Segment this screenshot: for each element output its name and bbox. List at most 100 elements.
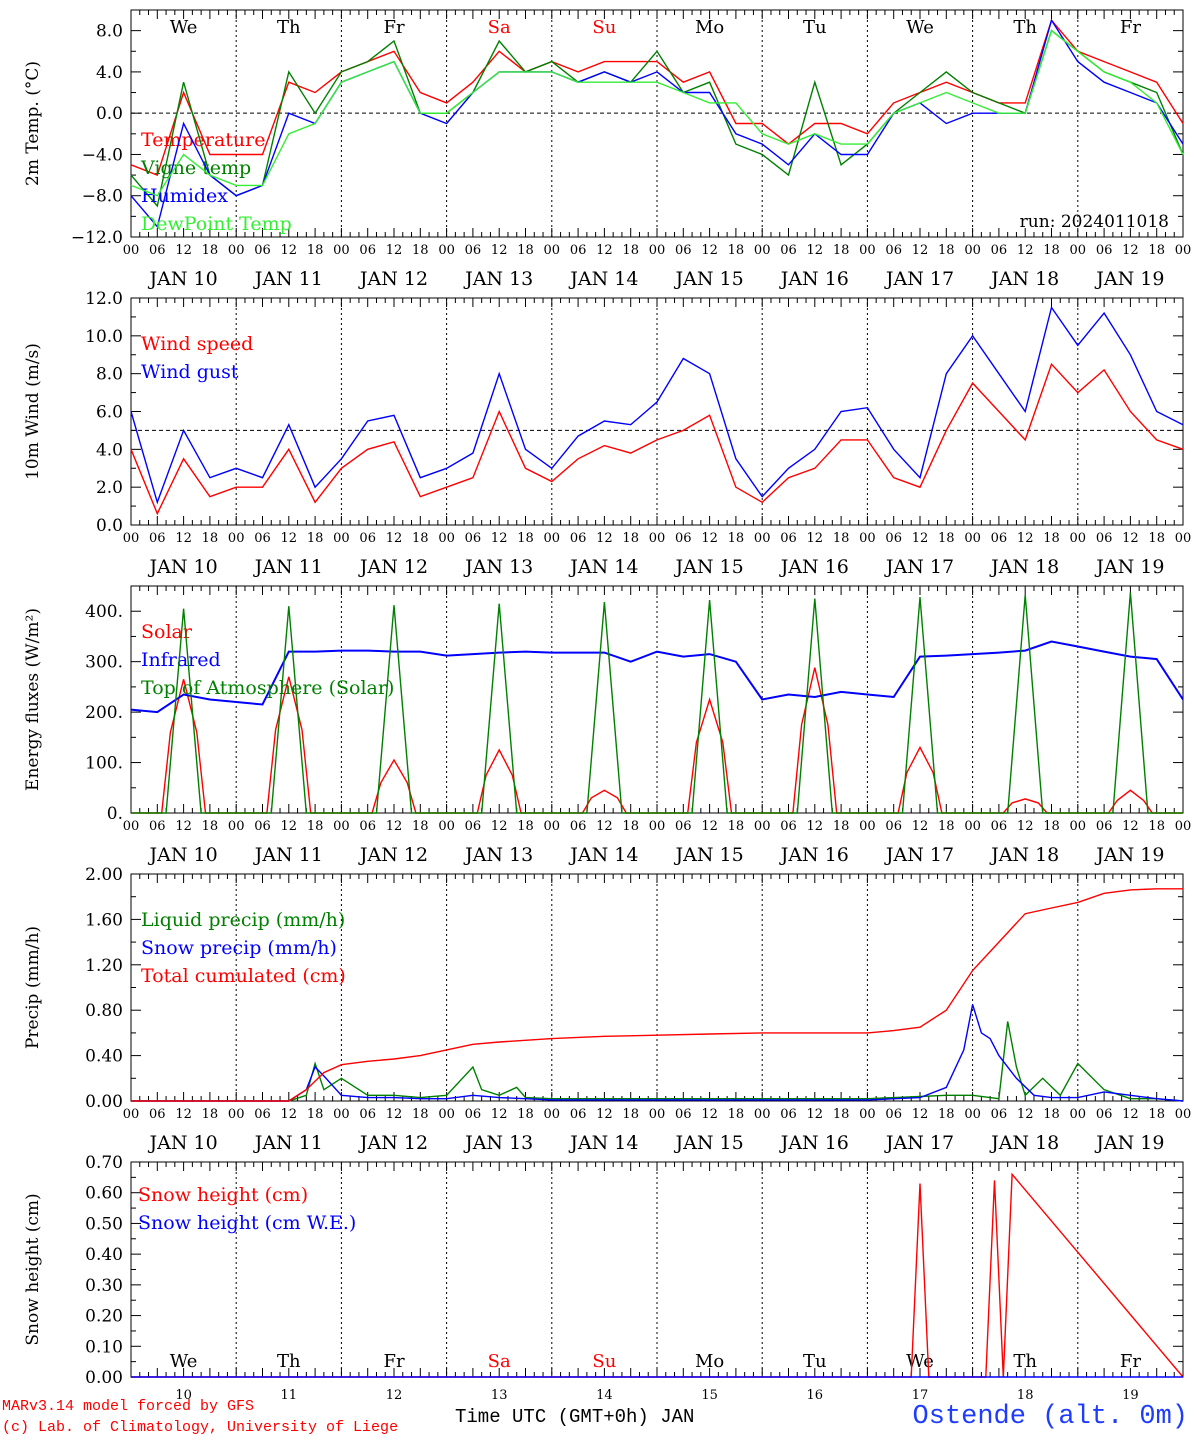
legend-solar: Solar (141, 621, 193, 643)
hour-label: 18 (728, 531, 745, 546)
series-line-temperature (130, 18, 1184, 177)
hour-label: 06 (149, 531, 166, 546)
hour-label: 18 (412, 243, 429, 258)
hour-label: 06 (675, 531, 692, 546)
hour-label: 00 (228, 243, 245, 258)
hour-label: 00 (1070, 1107, 1087, 1122)
date-label: JAN 16 (779, 268, 849, 290)
y-tick-label: 300. (85, 653, 123, 673)
hour-label: 00 (964, 531, 981, 546)
hour-label: 00 (1070, 819, 1087, 834)
hour-label: 00 (1175, 531, 1192, 546)
y-tick-label: 200. (85, 703, 123, 723)
date-label: JAN 12 (358, 844, 428, 866)
hour-label: 00 (1070, 243, 1087, 258)
weekday-label: Fr (1120, 17, 1141, 38)
date-label: JAN 15 (674, 556, 744, 578)
hour-label: 12 (1017, 1107, 1034, 1122)
legend-snow-precip-mm-h: Snow precip (mm/h) (141, 937, 337, 959)
lab-credit: (c) Lab. of Climatology, University of L… (2, 1419, 399, 1436)
weekday-label: Mo (695, 17, 724, 38)
date-label: JAN 13 (463, 556, 533, 578)
y-tick-label: 0.20 (85, 1307, 123, 1327)
legend-humidex: Humidex (141, 185, 228, 207)
hour-label: 12 (386, 243, 403, 258)
hour-label: 06 (465, 1107, 482, 1122)
hour-label: 18 (412, 1107, 429, 1122)
hour-label: 18 (728, 1107, 745, 1122)
legend-top-of-atmosphere-solar: Top of Atmosphere (Solar) (141, 677, 394, 699)
hour-label: 00 (964, 819, 981, 834)
hour-label: 18 (728, 819, 745, 834)
hour-label: 06 (991, 531, 1008, 546)
hour-label: 00 (438, 819, 455, 834)
hour-label: 18 (202, 1107, 219, 1122)
hour-label: 12 (701, 1107, 718, 1122)
hour-label: 06 (780, 1107, 797, 1122)
y-tick-label: −4.0 (82, 145, 123, 165)
hour-label: 06 (1096, 531, 1113, 546)
day-number-label: 14 (596, 1388, 613, 1403)
hour-label: 12 (1122, 819, 1139, 834)
weekday-label: We (170, 1351, 198, 1372)
y-tick-label: 0.00 (85, 1092, 123, 1112)
y-tick-label: 0.30 (85, 1276, 123, 1296)
plot-frame (130, 9, 1184, 238)
hour-label: 06 (675, 1107, 692, 1122)
series-line-vigne-temp (130, 29, 1184, 208)
series-line-infrared (130, 640, 1184, 714)
weekday-label: Tu (803, 17, 827, 38)
hour-label: 12 (281, 819, 298, 834)
hour-label: 12 (491, 819, 508, 834)
date-label: JAN 19 (1094, 556, 1164, 578)
plot-frame (130, 585, 1184, 814)
date-label: JAN 11 (253, 844, 323, 866)
hour-label: 00 (438, 1107, 455, 1122)
hour-label: 18 (307, 819, 324, 834)
day-number-label: 11 (281, 1388, 298, 1403)
hour-label: 12 (596, 819, 613, 834)
hour-label: 18 (1148, 1107, 1165, 1122)
hour-label: 00 (649, 243, 666, 258)
hour-label: 12 (386, 1107, 403, 1122)
hour-label: 18 (1043, 1107, 1060, 1122)
y-tick-label: 0.40 (85, 1047, 123, 1067)
day-number-label: 15 (701, 1388, 718, 1403)
hour-label: 06 (885, 1107, 902, 1122)
hour-label: 06 (885, 819, 902, 834)
day-number-label: 12 (386, 1388, 403, 1403)
series-line-top-of-atmosphere-solar (131, 592, 1183, 814)
hour-label: 00 (964, 1107, 981, 1122)
hour-label: 18 (517, 1107, 534, 1122)
hour-label: 06 (254, 1107, 271, 1122)
hour-label: 12 (1017, 819, 1034, 834)
date-label: JAN 19 (1094, 268, 1164, 290)
date-label: JAN 14 (568, 268, 638, 290)
hour-label: 06 (359, 1107, 376, 1122)
weekday-label: Mo (695, 1351, 724, 1372)
hour-label: 12 (281, 1107, 298, 1122)
y-axis-label: Precip (mm/h) (23, 926, 43, 1049)
hour-label: 18 (307, 1107, 324, 1122)
date-label: JAN 18 (989, 844, 1059, 866)
date-label: JAN 17 (884, 556, 954, 578)
y-axis-label: Energy fluxes (W/m²) (23, 608, 43, 791)
date-label: JAN 11 (253, 556, 323, 578)
y-tick-label: 1.20 (85, 956, 123, 976)
hour-label: 00 (544, 819, 561, 834)
hour-label: 00 (754, 1107, 771, 1122)
y-tick-label: −12.0 (71, 228, 123, 248)
hour-label: 18 (307, 531, 324, 546)
hour-label: 18 (833, 1107, 850, 1122)
hour-label: 12 (701, 243, 718, 258)
hour-label: 18 (728, 243, 745, 258)
hour-label: 18 (833, 531, 850, 546)
date-label: JAN 16 (779, 844, 849, 866)
y-tick-label: 2.00 (85, 865, 123, 885)
day-number-label: 13 (491, 1388, 508, 1403)
series-line-wind-speed (130, 362, 1184, 516)
hour-label: 12 (701, 531, 718, 546)
hour-label: 00 (1175, 243, 1192, 258)
y-tick-label: 6.0 (96, 403, 123, 423)
